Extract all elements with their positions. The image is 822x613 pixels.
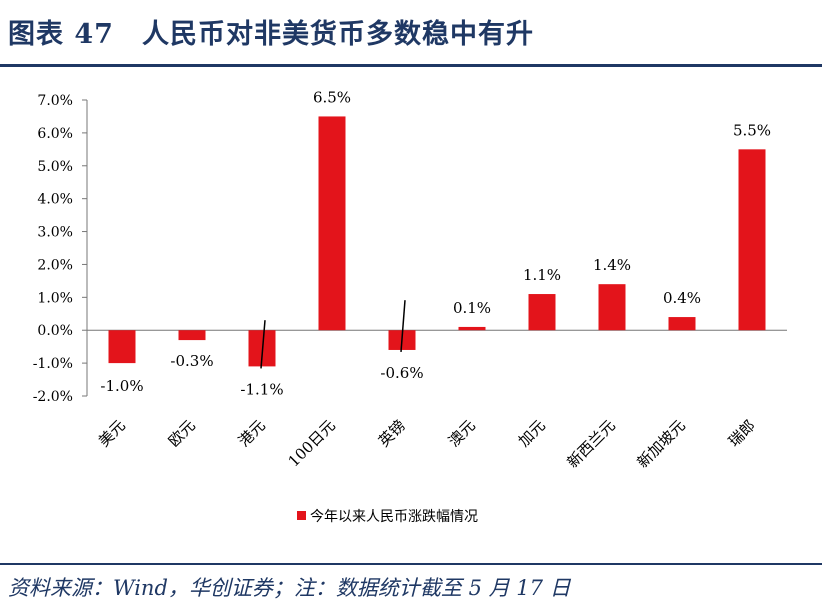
report-header: 图表 47 人民币对非美货币多数稳中有升 bbox=[0, 0, 822, 62]
figure-title: 图表 47 人民币对非美货币多数稳中有升 bbox=[8, 19, 534, 50]
data-label: 1.1% bbox=[523, 266, 561, 284]
x-tick-label: 澳元 bbox=[445, 416, 479, 450]
data-label: -1.0% bbox=[100, 377, 143, 395]
leader-line bbox=[260, 320, 266, 369]
y-tick-label: 0.0% bbox=[37, 323, 73, 339]
y-tick-label: 7.0% bbox=[37, 93, 73, 109]
data-label: -0.3% bbox=[170, 352, 213, 370]
bar bbox=[458, 326, 486, 331]
x-tick-label: 英镑 bbox=[375, 416, 409, 450]
data-label: 0.4% bbox=[663, 289, 701, 307]
footer-divider bbox=[0, 563, 822, 565]
bar bbox=[108, 330, 136, 364]
bar bbox=[598, 284, 626, 331]
x-tick-label: 加元 bbox=[515, 416, 549, 450]
x-tick-label: 欧元 bbox=[165, 416, 199, 450]
x-tick-label: 瑞郎 bbox=[725, 416, 759, 450]
y-tick-label: 4.0% bbox=[37, 192, 73, 208]
y-tick-label: -2.0% bbox=[33, 389, 73, 405]
y-tick-label: 2.0% bbox=[37, 257, 73, 273]
bar bbox=[178, 330, 206, 341]
x-tick-label: 港元 bbox=[235, 416, 269, 450]
bar-chart: -2.0% -1.0% 0.0% 1.0% 2.0% 3.0% 4.0% 5.0% 6.0% 7.… bbox=[33, 88, 787, 525]
data-label: -0.6% bbox=[380, 364, 423, 382]
x-tick-label: 新加坡元 bbox=[634, 416, 689, 471]
x-tick-label: 美元 bbox=[95, 416, 129, 450]
bar bbox=[738, 149, 766, 331]
header-divider bbox=[0, 64, 822, 67]
y-tick-label: 6.0% bbox=[37, 126, 73, 142]
data-label: 6.5% bbox=[313, 88, 351, 106]
bar bbox=[318, 116, 346, 331]
data-label: 1.4% bbox=[593, 256, 631, 274]
x-tick-label: 新西兰元 bbox=[564, 416, 619, 471]
x-tick-label: 100日元 bbox=[285, 416, 339, 470]
legend-swatch bbox=[297, 511, 306, 520]
data-label: 5.5% bbox=[733, 121, 771, 139]
legend-label: 今年以来人民币涨跌幅情况 bbox=[310, 509, 478, 525]
y-tick-label: 1.0% bbox=[37, 290, 73, 306]
bar bbox=[668, 317, 696, 331]
leader-line bbox=[400, 300, 406, 353]
y-tick-label: 3.0% bbox=[37, 225, 73, 241]
y-tick-label: 5.0% bbox=[37, 159, 73, 175]
bar bbox=[528, 294, 556, 331]
source-note: 资料来源：Wind，华创证券；注：数据统计截至 5 月 17 日 bbox=[8, 576, 571, 600]
data-label: -1.1% bbox=[240, 380, 283, 398]
data-label: 0.1% bbox=[453, 299, 491, 317]
y-tick-label: -1.0% bbox=[33, 356, 73, 372]
